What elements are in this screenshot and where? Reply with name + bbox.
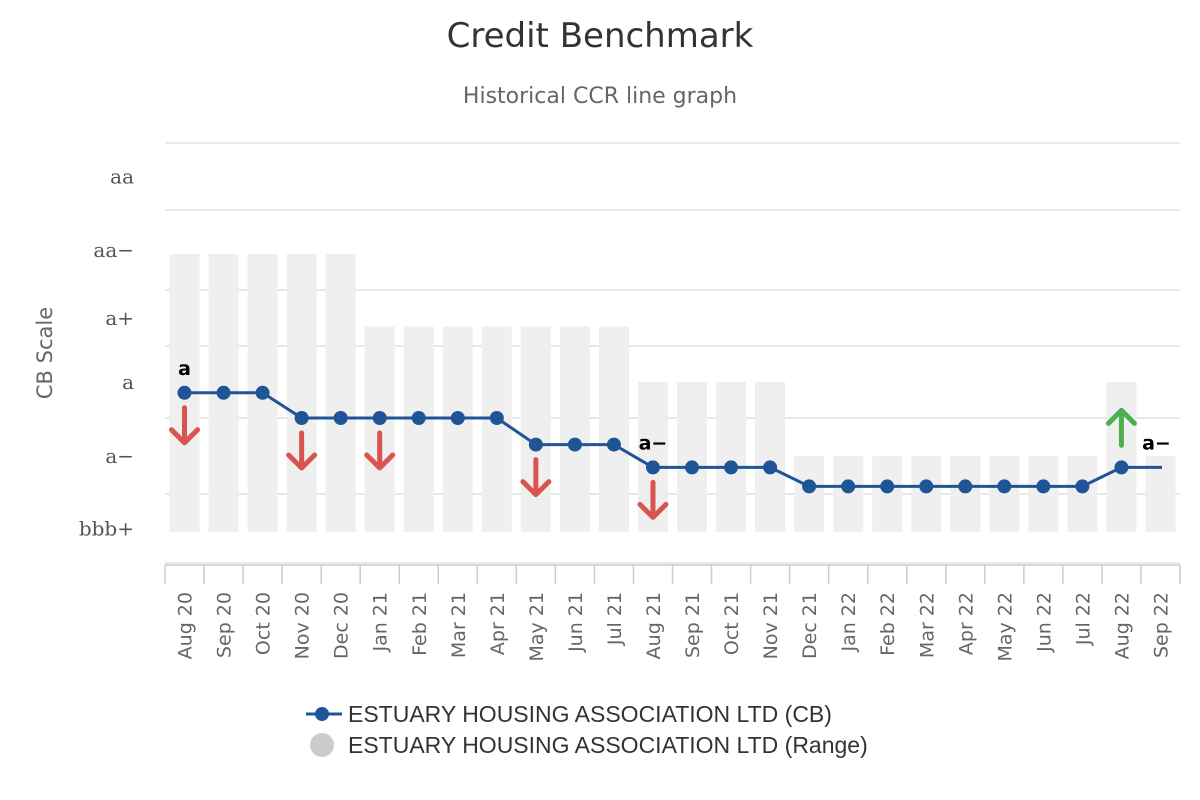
y-tick-label: a− — [105, 444, 134, 468]
cb-data-point — [294, 411, 309, 425]
x-tick-label: Apr 21 — [487, 592, 509, 655]
x-tick-label: Dec 20 — [331, 592, 353, 659]
x-tick-label: May 21 — [526, 592, 548, 662]
cb-data-point — [216, 385, 231, 400]
cb-data-point — [255, 385, 270, 400]
cb-data-point — [802, 479, 817, 494]
data-label: a− — [1142, 432, 1171, 454]
cb-data-point — [1075, 479, 1090, 494]
range-bar — [442, 326, 473, 532]
x-tick-label: Feb 21 — [409, 592, 431, 656]
data-label: a — [178, 358, 191, 380]
cb-data-point — [450, 411, 465, 425]
y-tick-label: bbb+ — [79, 517, 134, 541]
x-tick-label: Dec 21 — [799, 592, 821, 659]
range-bar — [872, 456, 903, 532]
cb-data-point — [1036, 479, 1051, 494]
chart-title: Credit Benchmark — [447, 16, 754, 56]
y-tick-label: a — [122, 370, 134, 394]
range-bar — [1106, 382, 1137, 532]
range-bar — [403, 326, 434, 532]
up-arrow-icon — [1105, 407, 1137, 448]
x-tick-label: May 22 — [994, 592, 1016, 662]
x-tick-label: Jan 22 — [838, 592, 860, 653]
down-arrow-icon — [286, 430, 318, 471]
cb-data-point — [333, 411, 348, 425]
x-tick-label: Apr 22 — [955, 592, 977, 655]
cb-data-point — [606, 437, 621, 452]
data-label: a− — [639, 432, 668, 454]
x-tick-label: Jun 21 — [565, 592, 587, 653]
cb-data-point — [567, 437, 582, 452]
x-tick-label: Feb 22 — [877, 592, 899, 656]
range-bar — [364, 326, 395, 532]
range-bar — [833, 456, 864, 532]
range-bar — [1067, 456, 1098, 532]
range-bar — [989, 456, 1020, 532]
down-arrow-icon — [637, 479, 669, 520]
range-bar — [950, 456, 981, 532]
range-bar — [598, 326, 629, 532]
chart-subtitle: Historical CCR line graph — [463, 84, 737, 109]
range-bar — [755, 382, 786, 532]
x-tick-label: Jun 22 — [1033, 592, 1055, 653]
x-tick-label: Aug 20 — [175, 592, 197, 659]
x-tick-label: Sep 21 — [682, 592, 704, 658]
range-bar — [325, 254, 356, 532]
cb-data-point — [997, 479, 1012, 494]
cb-data-point — [841, 479, 856, 494]
down-arrow-icon — [169, 405, 201, 446]
legend-item-range: ESTUARY HOUSING ASSOCIATION LTD (Range) — [348, 732, 868, 758]
cb-data-point — [411, 411, 426, 425]
cb-data-point — [177, 385, 192, 400]
range-bar — [716, 382, 747, 532]
down-arrow-icon — [520, 457, 552, 498]
cb-data-point — [685, 460, 700, 475]
range-bar — [794, 456, 825, 532]
cb-data-point — [958, 479, 973, 494]
x-tick-label: Oct 21 — [721, 592, 743, 655]
cb-data-point — [880, 479, 895, 494]
down-arrow-icon — [364, 430, 396, 471]
cb-data-point — [724, 460, 739, 475]
x-tick-label: Oct 20 — [253, 592, 275, 655]
cb-data-point — [645, 460, 660, 475]
x-tick-label: Sep 20 — [214, 592, 236, 658]
x-tick-label: Jul 22 — [1072, 592, 1094, 646]
cb-data-point — [489, 411, 504, 425]
cb-data-point — [919, 479, 934, 494]
cb-data-point — [1114, 460, 1129, 475]
range-bar — [481, 326, 512, 532]
x-tick-label: Mar 21 — [448, 592, 470, 658]
x-tick-label: Aug 21 — [643, 592, 665, 659]
cb-data-point — [528, 437, 543, 452]
x-tick-label: Nov 20 — [292, 592, 314, 659]
legend-range-icon — [310, 733, 334, 757]
x-tick-label: Mar 22 — [916, 592, 938, 658]
y-tick-label: aa− — [93, 238, 134, 262]
y-tick-label: aa — [110, 165, 134, 189]
x-tick-label: Jan 21 — [370, 592, 392, 653]
range-bar — [677, 382, 708, 532]
x-tick-label: Nov 21 — [760, 592, 782, 659]
range-bar — [911, 456, 942, 532]
x-tick-label: Aug 22 — [1111, 592, 1133, 659]
x-tick-label: Sep 22 — [1150, 592, 1172, 658]
x-tick-label: Jul 21 — [604, 592, 626, 646]
range-bar — [1028, 456, 1059, 532]
legend-marker-icon — [315, 707, 329, 721]
range-bar — [520, 326, 551, 532]
y-tick-label: a+ — [105, 306, 134, 330]
legend-item-cb: ESTUARY HOUSING ASSOCIATION LTD (CB) — [348, 701, 832, 727]
range-bar — [559, 326, 590, 532]
y-axis-label: CB Scale — [33, 307, 57, 399]
cb-data-point — [763, 460, 778, 475]
range-bar — [286, 254, 317, 532]
cb-data-point — [372, 411, 387, 425]
